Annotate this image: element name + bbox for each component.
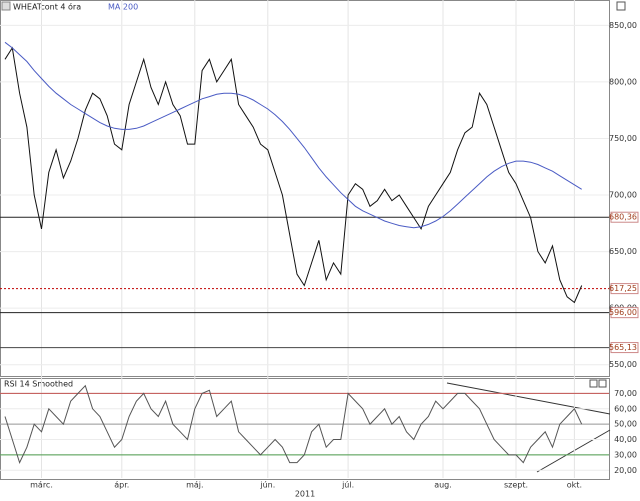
close-button[interactable] bbox=[598, 379, 607, 388]
series-line bbox=[4, 46, 583, 304]
level-label: 617,25 bbox=[609, 284, 637, 293]
level-label-box bbox=[610, 342, 639, 354]
y-tick-label: 800,00 bbox=[609, 77, 637, 86]
level-label-box bbox=[610, 307, 639, 319]
y-tick-label: 40,00 bbox=[614, 435, 637, 444]
y-tick-label: 700,00 bbox=[609, 191, 637, 200]
y-tick-label: 70,00 bbox=[614, 389, 637, 398]
icon bbox=[1, 1, 11, 11]
y-tick-label: 60,00 bbox=[614, 404, 637, 413]
panel-button[interactable] bbox=[616, 1, 626, 11]
y-tick-label: 750,00 bbox=[609, 134, 637, 143]
x-tick-label: ápr. bbox=[114, 481, 129, 490]
series-line bbox=[4, 384, 583, 464]
trend-line bbox=[536, 429, 611, 473]
level-label-box bbox=[610, 283, 639, 295]
y-tick-label: 30,00 bbox=[614, 450, 637, 459]
panel-button[interactable] bbox=[589, 379, 598, 388]
x-tick-label: júl. bbox=[341, 481, 354, 490]
x-tick-label: szept. bbox=[504, 481, 528, 490]
x-tick-label: okt. bbox=[567, 481, 582, 490]
level-label-box bbox=[610, 211, 639, 223]
y-tick-label: 550,00 bbox=[609, 360, 637, 369]
y-tick-label: 20,00 bbox=[614, 466, 637, 475]
level-label: 680,36 bbox=[609, 213, 637, 222]
x-tick-label: aug. bbox=[434, 481, 452, 490]
rsi-name[interactable]: RSI 14 Smoothed bbox=[4, 380, 73, 389]
level-label: 596,00 bbox=[609, 308, 637, 317]
x-tick-label: márc. bbox=[30, 481, 53, 490]
price-panel bbox=[0, 0, 610, 377]
y-tick-label: 50,00 bbox=[614, 420, 637, 429]
x-tick-label: máj. bbox=[186, 481, 203, 490]
rsi-panel bbox=[0, 378, 610, 480]
year-label: 2011 bbox=[295, 490, 315, 499]
series-line bbox=[4, 41, 582, 229]
x-tick-label: jún. bbox=[259, 481, 275, 490]
y-tick-label: 850,00 bbox=[609, 21, 637, 30]
level-label: 565,13 bbox=[609, 343, 637, 352]
ma-series-name[interactable]: MA 200 bbox=[108, 3, 138, 12]
price-series-name[interactable]: WHEATcont 4 óra bbox=[13, 2, 81, 12]
y-tick-label: 650,00 bbox=[609, 247, 637, 256]
